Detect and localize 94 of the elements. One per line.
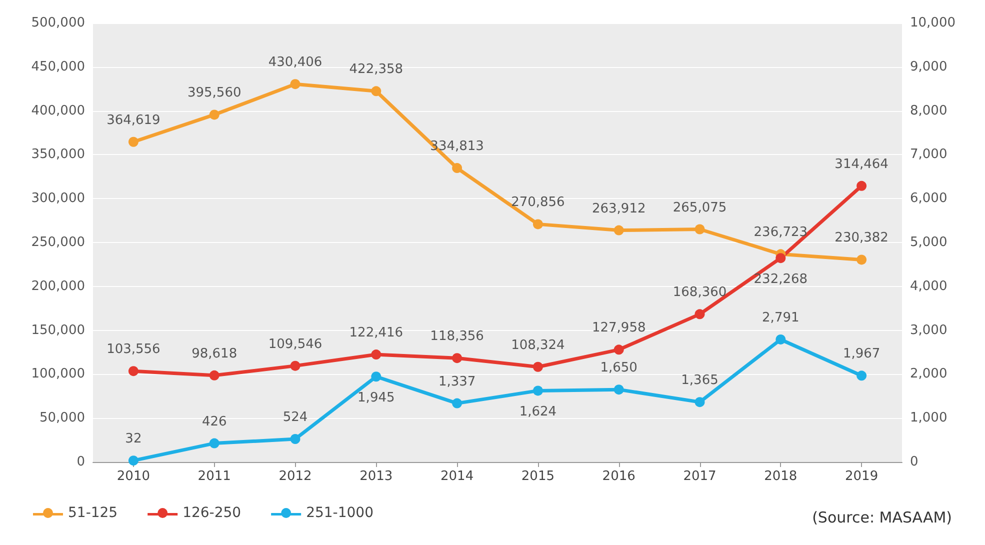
x-tick-label: 2016 [602,469,636,484]
point [371,372,382,382]
y-tick-label: 400,000 [31,103,85,118]
point [128,456,138,466]
y2-tick-label: 10,000 [910,16,956,30]
data-label: 109,546 [268,336,322,352]
point [452,398,462,408]
data-label: 230,382 [834,230,888,246]
point [290,79,300,90]
y2-tick-label: 9,000 [910,59,948,74]
point [371,350,382,360]
y-tick-label: 200,000 [31,278,85,294]
y2-tick-label: 4,000 [910,278,948,294]
point [856,370,867,381]
y-tick-label: 50,000 [40,410,85,426]
y-tick-label: 100,000 [31,366,85,382]
point [452,353,462,364]
point [452,163,462,174]
x-tick-label: 2018 [764,469,798,484]
point [614,384,624,395]
data-label: 118,356 [430,329,484,344]
data-label: 395,560 [187,86,242,101]
text: (Source: MASAAM) [812,508,952,526]
x-tick-label: 2019 [845,469,878,484]
data-label: 364,619 [106,112,160,128]
y2-tick-label: 0 [910,454,918,470]
point [290,360,300,371]
point [856,254,867,265]
y-tick-label: 0 [76,454,85,470]
y2-tick-label: 5,000 [910,235,948,250]
data-label: 122,416 [349,326,404,341]
point [694,309,705,320]
x-tick-label: 2017 [683,469,716,484]
data-label: 270,856 [511,195,565,210]
y2-tick-label: 1,000 [910,410,948,426]
x-tick-label: 2011 [198,469,231,484]
point [614,225,624,236]
data-label: 103,556 [106,342,160,358]
data-label: 232,268 [754,272,808,288]
data-label: 314,464 [834,156,888,172]
legend-label: 51-125 [68,505,118,521]
y-tick-label: 300,000 [31,191,85,206]
data-label: 108,324 [511,338,565,353]
x-tick-label: 2013 [360,469,393,484]
point [209,370,220,380]
point [371,86,382,96]
data-label: 1,945 [358,390,395,406]
point [532,219,543,230]
data-label: 1,337 [438,374,476,390]
point [776,334,786,344]
x-tick-label: 2015 [521,469,554,484]
data-label: 32 [125,432,142,447]
point [128,136,138,147]
point [856,180,867,191]
y2-tick-label: 3,000 [910,322,948,338]
y-tick-label: 250,000 [31,235,85,250]
data-label: 127,958 [592,320,646,336]
y-tick-label: 450,000 [31,59,85,74]
point [694,397,705,408]
data-label: 422,358 [349,62,404,78]
data-label: 1,967 [842,346,880,362]
data-label: 236,723 [754,225,808,240]
x-tick-label: 2012 [278,469,312,484]
point [694,224,705,234]
data-label: 265,075 [672,200,727,216]
point [614,344,624,355]
legend-label: 251-1000 [306,505,374,521]
y-tick-label: 350,000 [31,147,85,162]
legend-label: 126-250 [182,505,242,521]
y2-tick-label: 6,000 [910,191,948,206]
data-label: 430,406 [268,55,322,70]
point [209,438,220,448]
data-label: 263,912 [592,201,646,216]
data-label: 1,624 [519,404,557,420]
data-label: 1,650 [600,360,638,376]
data-label: 524 [282,410,308,425]
data-label: 1,365 [681,373,718,388]
data-label: 2,791 [762,310,800,326]
data-label: 98,618 [192,346,238,362]
data-label: 426 [202,414,227,430]
y-tick-label: 150,000 [31,322,85,338]
point [290,434,300,444]
y2-tick-label: 2,000 [910,366,948,382]
data-label: 168,360 [672,285,727,300]
point [209,110,220,120]
point [532,386,543,396]
y2-tick-label: 7,000 [910,147,948,162]
y-tick-label: 500,000 [31,16,85,30]
point [532,362,543,372]
point [128,366,138,376]
point [776,253,786,264]
y2-tick-label: 8,000 [910,103,948,118]
x-tick-label: 2010 [116,469,150,484]
x-tick-label: 2014 [440,469,474,484]
